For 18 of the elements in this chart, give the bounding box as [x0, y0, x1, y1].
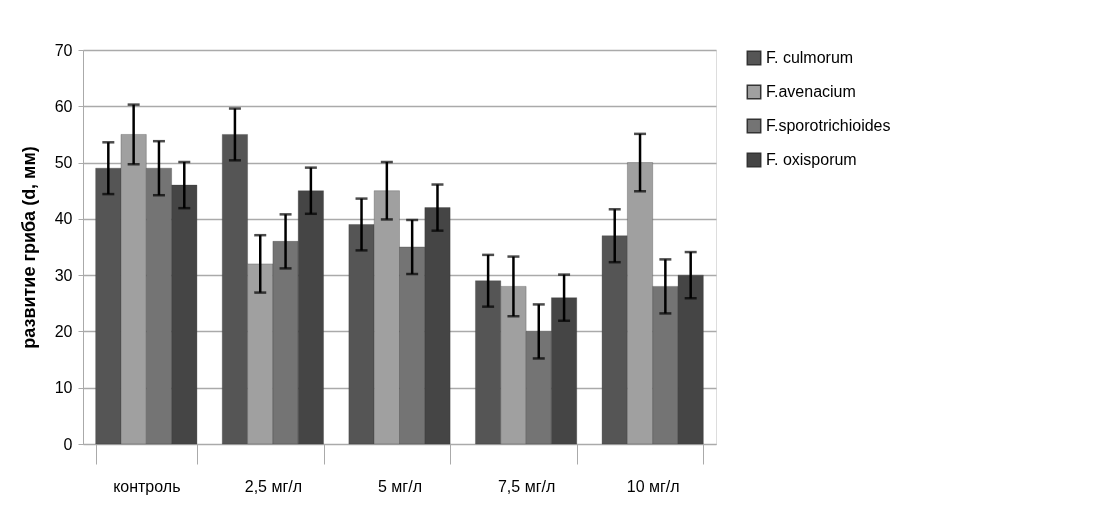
- legend-label: F. oxisporum: [766, 151, 857, 168]
- y-tick-label: 30: [54, 266, 73, 284]
- y-tick-label: 40: [54, 210, 73, 228]
- y-tick-label: 10: [54, 379, 73, 397]
- y-tick-label: 50: [54, 154, 73, 172]
- y-tick-label: 70: [54, 41, 73, 59]
- x-tick-label: контроль: [113, 477, 181, 495]
- y-axis-title: развитие гриба (d, мм): [18, 146, 39, 349]
- y-tick-label: 60: [54, 97, 73, 115]
- x-tick-label: 7,5 мг/л: [497, 477, 556, 495]
- x-tick-label: 2,5 мг/л: [244, 477, 303, 495]
- x-tick-label: 10 мг/л: [626, 477, 680, 495]
- legend-label: F.sporotrichioides: [766, 117, 891, 134]
- x-tick-label: 5 мг/л: [378, 477, 422, 495]
- legend-label: F.avenacium: [766, 83, 856, 100]
- y-tick-label: 0: [63, 435, 73, 453]
- y-tick-label: 20: [54, 322, 73, 340]
- legend-label: F. culmorum: [766, 49, 854, 66]
